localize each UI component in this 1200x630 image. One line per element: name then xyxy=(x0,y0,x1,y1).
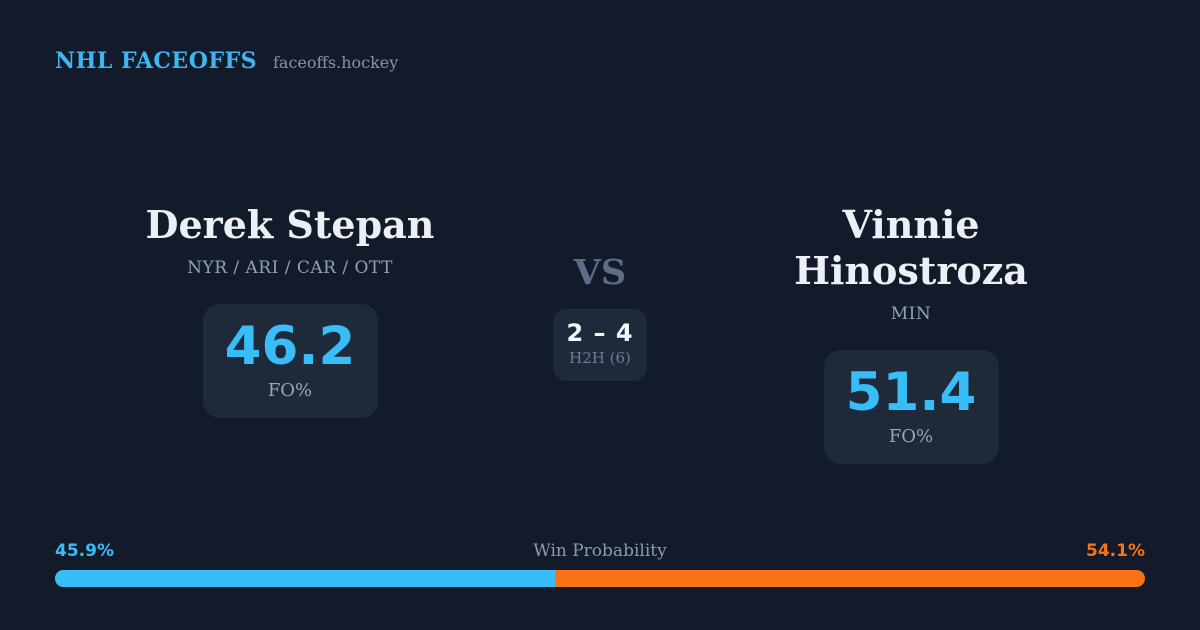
fo-value-left: 46.2 xyxy=(224,316,356,377)
site-url: faceoffs.hockey xyxy=(273,53,399,72)
player-card-right: Vinnie Hinostroza MIN 51.4 FO% xyxy=(721,202,1101,464)
player-teams-right: MIN xyxy=(890,304,932,324)
win-probability-bar xyxy=(55,570,1145,587)
h2h-box: 2 – 4 H2H (6) xyxy=(553,309,647,381)
win-probability-left-pct: 45.9% xyxy=(55,541,114,561)
fo-label-right: FO% xyxy=(888,426,934,447)
fo-label-left: FO% xyxy=(267,380,313,401)
fo-stat-box-right: 51.4 FO% xyxy=(823,350,999,464)
matchup-center: VS 2 – 4 H2H (6) xyxy=(540,202,660,381)
header: NHL FACEOFFS faceoffs.hockey xyxy=(55,48,398,74)
win-probability-labels: 45.9% Win Probability 54.1% xyxy=(55,541,1145,561)
vs-label: VS xyxy=(573,252,627,293)
h2h-score: 2 – 4 xyxy=(566,319,634,347)
win-probability-section: 45.9% Win Probability 54.1% xyxy=(55,541,1145,587)
brand-title: NHL FACEOFFS xyxy=(55,48,257,74)
fo-value-right: 51.4 xyxy=(845,362,977,423)
win-probability-right-pct: 54.1% xyxy=(1086,541,1145,561)
win-probability-bar-left xyxy=(55,570,556,587)
player-name-right: Vinnie Hinostroza xyxy=(794,202,1028,293)
win-probability-title: Win Probability xyxy=(533,541,667,561)
player-name-left: Derek Stepan xyxy=(145,202,435,247)
player-teams-left: NYR / ARI / CAR / OTT xyxy=(187,258,393,278)
player-card-left: Derek Stepan NYR / ARI / CAR / OTT 46.2 … xyxy=(100,202,480,418)
h2h-label: H2H (6) xyxy=(569,349,631,367)
fo-stat-box-left: 46.2 FO% xyxy=(202,304,378,418)
